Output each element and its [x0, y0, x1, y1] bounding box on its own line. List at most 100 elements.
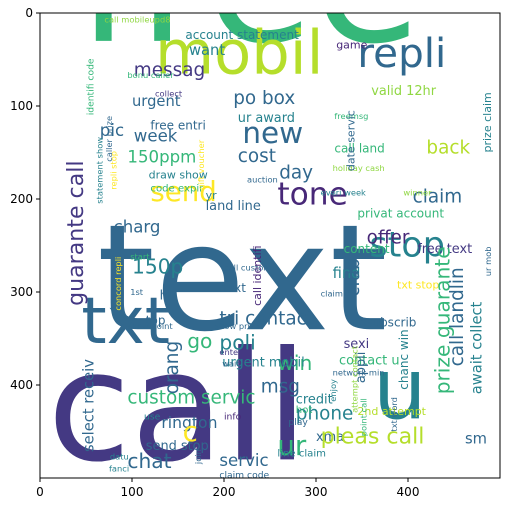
cloud-word-13: want: [189, 42, 225, 59]
cloud-word-35: charg: [114, 218, 161, 237]
cloud-word-69: fanci: [109, 464, 129, 474]
cloud-word-3: mobil: [155, 19, 324, 89]
cloud-word-71: use: [144, 411, 161, 422]
y-tick-label-0: 0: [25, 6, 33, 20]
cloud-word-21: pic: [100, 121, 124, 140]
cloud-word-47: sexi: [344, 337, 370, 352]
x-tick-label-0: 0: [36, 485, 44, 499]
cloud-word-16: valid 12hr: [371, 84, 437, 99]
vertical-word-1: select receiv: [80, 359, 97, 452]
x-tick-label-3: 300: [305, 485, 328, 499]
cloud-word-70: datu: [110, 451, 129, 461]
cloud-word-6: u: [373, 340, 427, 439]
cloud-word-11: ur: [277, 429, 306, 462]
cloud-word-48: win: [277, 351, 312, 375]
y-tick-label-3: 300: [10, 285, 33, 299]
cloud-word-82: freemsg: [334, 111, 368, 121]
cloud-word-59: servic: [219, 451, 268, 470]
cloud-word-83: everi week: [321, 187, 366, 197]
cloud-word-41: hi: [160, 288, 172, 303]
cloud-word-52: custom servic: [127, 388, 255, 409]
plot-background: [40, 13, 500, 478]
word-cloud-words: freetextcallmobilreplitxtutonestopsendne…: [47, 0, 494, 495]
cloud-word-33: offer: [367, 228, 410, 249]
cloud-word-0: free: [77, 0, 422, 83]
cloud-word-64: hot: [296, 405, 313, 416]
cloud-word-37: content: [344, 242, 390, 256]
cloud-word-9: send: [150, 175, 216, 208]
vertical-word-13: prize guarante: [430, 246, 454, 394]
vertical-word-8: gift voucher: [196, 139, 206, 189]
cloud-word-66: 2nd attempt: [357, 405, 426, 418]
cloud-word-45: go: [187, 329, 212, 353]
cloud-word-7: tone: [277, 177, 348, 213]
vertical-word-16: appli: [354, 352, 369, 383]
cloud-word-72: enter: [219, 347, 242, 357]
cloud-word-14: account statement: [185, 28, 299, 42]
vertical-word-3: caller prize: [104, 116, 114, 162]
vertical-word-6: concord repli: [113, 257, 123, 311]
vertical-word-7: orang: [162, 341, 183, 394]
cloud-word-57: xma: [316, 430, 344, 445]
vertical-word-14: call landlin: [447, 267, 468, 366]
cloud-word-54: phone: [296, 403, 354, 424]
cloud-word-43: tri contact: [219, 309, 314, 330]
vertical-word-17: chanc win: [397, 329, 411, 389]
cloud-word-12: messag: [134, 60, 205, 81]
cloud-word-78: start: [130, 252, 150, 262]
x-tick-label-2: 200: [213, 485, 236, 499]
cloud-word-19: ur award: [238, 111, 295, 126]
cloud-word-85: network min: [333, 368, 385, 378]
cloud-word-89: claim: [321, 289, 343, 299]
cloud-word-51: msg: [261, 376, 300, 397]
y-axis: 0 100 200 300 400: [10, 6, 40, 392]
cloud-word-42: top: [146, 314, 166, 328]
cloud-word-65: info: [224, 411, 242, 422]
cloud-word-27: day: [279, 163, 313, 184]
vertical-word-12: prize claim: [481, 92, 494, 152]
cloud-word-62: pleas call: [321, 424, 425, 450]
cloud-word-60: chat: [127, 449, 171, 473]
vertical-word-4: statement show: [95, 137, 105, 204]
cloud-word-39: txt stop: [397, 278, 439, 291]
cloud-word-10: new: [242, 116, 303, 150]
vertical-word-21: ur mob: [483, 246, 493, 276]
vertical-word-15: await collect: [469, 301, 486, 394]
cloud-word-87: bonu caller: [127, 70, 174, 80]
cloud-word-68: claim code: [219, 470, 269, 481]
cloud-word-74: show prize: [215, 321, 260, 331]
cloud-word-24: 150ppm: [127, 148, 196, 167]
cloud-word-17: urgent: [132, 93, 181, 110]
vertical-word-18: point call: [359, 398, 369, 436]
vertical-word-2: identifi code: [85, 58, 96, 115]
x-tick-label-1: 100: [121, 485, 144, 499]
cloud-word-8: stop: [369, 226, 445, 266]
cloud-word-2: call: [47, 318, 308, 495]
vertical-word-5: repli stop: [108, 151, 118, 190]
cloud-word-77: 1st: [130, 287, 144, 297]
cloud-word-49: urgent mobil: [222, 355, 304, 370]
cloud-word-75: show point: [127, 321, 173, 331]
cloud-word-36: 150p: [132, 254, 183, 278]
cloud-word-32: privat account: [357, 207, 444, 221]
cloud-word-61: c: [183, 415, 198, 448]
vertical-word-11: date servic: [345, 110, 358, 171]
cloud-word-53: rington: [161, 414, 217, 432]
cloud-word-18: po box: [233, 88, 295, 109]
y-tick-label-2: 200: [10, 192, 33, 206]
cloud-word-56: send stop: [146, 439, 209, 454]
cloud-word-28: draw show: [149, 169, 208, 182]
cloud-word-58: line claim: [277, 449, 326, 460]
cloud-word-29: code expir: [150, 184, 204, 195]
cloud-word-76: call custom: [224, 263, 271, 273]
cloud-word-86: call mobileupd8: [104, 14, 170, 24]
cloud-word-34: free text: [417, 242, 472, 257]
cloud-word-67: play: [288, 417, 308, 428]
cloud-word-30: land line: [206, 199, 261, 214]
cloud-word-80: auction: [247, 174, 278, 184]
cloud-word-81: holiday cash: [333, 163, 385, 173]
cloud-word-79: yr: [206, 189, 218, 202]
plot-frame: [39, 12, 501, 479]
y-tick-label-1: 100: [10, 99, 33, 113]
